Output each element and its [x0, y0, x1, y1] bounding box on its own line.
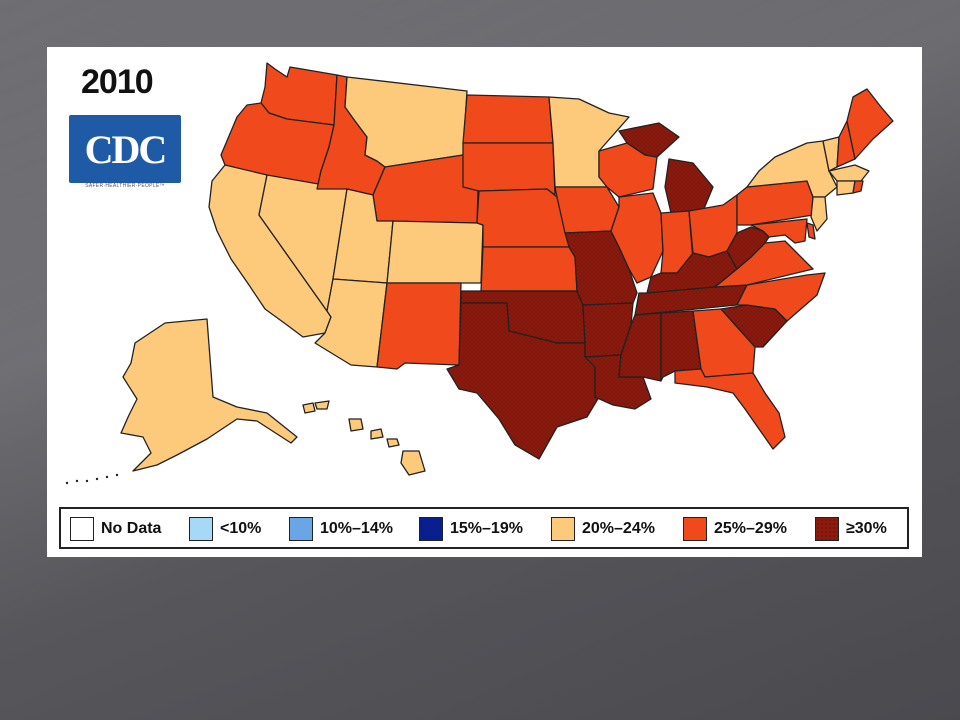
legend-item-20-24: 20%–24% — [551, 517, 655, 541]
legend-label: 15%–19% — [450, 520, 523, 537]
legend-item-lt10: <10% — [189, 517, 262, 541]
state-KS — [480, 246, 578, 292]
legend-swatch — [683, 517, 707, 541]
legend-swatch — [70, 517, 94, 541]
legend-swatch — [551, 517, 575, 541]
legend-item-no-data: No Data — [70, 517, 162, 541]
cdc-tagline: SAFER·HEALTHIER·PEOPLE™ — [85, 183, 165, 189]
cdc-logo: CDC — [69, 115, 181, 183]
legend-label: No Data — [101, 520, 162, 537]
state-MA — [828, 164, 870, 182]
state-CT — [836, 180, 856, 196]
state-MD — [750, 218, 808, 244]
legend-item-30-plus: ≥30% — [815, 517, 887, 541]
legend-item-25-29: 25%–29% — [683, 517, 787, 541]
legend-item-15-19: 15%–19% — [419, 517, 523, 541]
state-IA — [554, 186, 620, 234]
state-ME — [846, 88, 894, 160]
state-AK — [120, 318, 298, 472]
state-DE — [806, 222, 816, 240]
state-HI — [302, 400, 426, 476]
ak-islands — [65, 473, 119, 485]
state-CO — [386, 220, 484, 284]
state-RI — [852, 180, 864, 194]
state-NM — [376, 282, 462, 370]
cdc-logo-text: CDC — [84, 126, 168, 172]
legend-swatch — [189, 517, 213, 541]
state-FL — [674, 368, 786, 450]
state-TX — [446, 302, 600, 460]
map-legend: No Data <10% 10%–14% 15%–19% 20%–24% 25%… — [59, 507, 909, 549]
state-SD — [462, 142, 556, 196]
legend-label: <10% — [220, 520, 262, 537]
legend-label: 25%–29% — [714, 520, 787, 537]
state-IL — [610, 192, 664, 284]
state-PA — [736, 180, 814, 226]
legend-item-10-14: 10%–14% — [289, 517, 393, 541]
obesity-map-panel: 2010 CDC SAFER·HEALTHIER·PEOPLE™ No Data… — [47, 47, 922, 557]
legend-label: 20%–24% — [582, 520, 655, 537]
map-year-title: 2010 — [81, 63, 154, 101]
legend-label: ≥30% — [846, 520, 887, 537]
state-NE — [476, 188, 570, 248]
state-NC — [736, 272, 826, 322]
us-map — [65, 62, 894, 485]
state-ND — [462, 94, 554, 144]
legend-swatch — [815, 517, 839, 541]
legend-swatch — [419, 517, 443, 541]
legend-swatch — [289, 517, 313, 541]
legend-label: 10%–14% — [320, 520, 393, 537]
state-NJ — [810, 196, 828, 232]
